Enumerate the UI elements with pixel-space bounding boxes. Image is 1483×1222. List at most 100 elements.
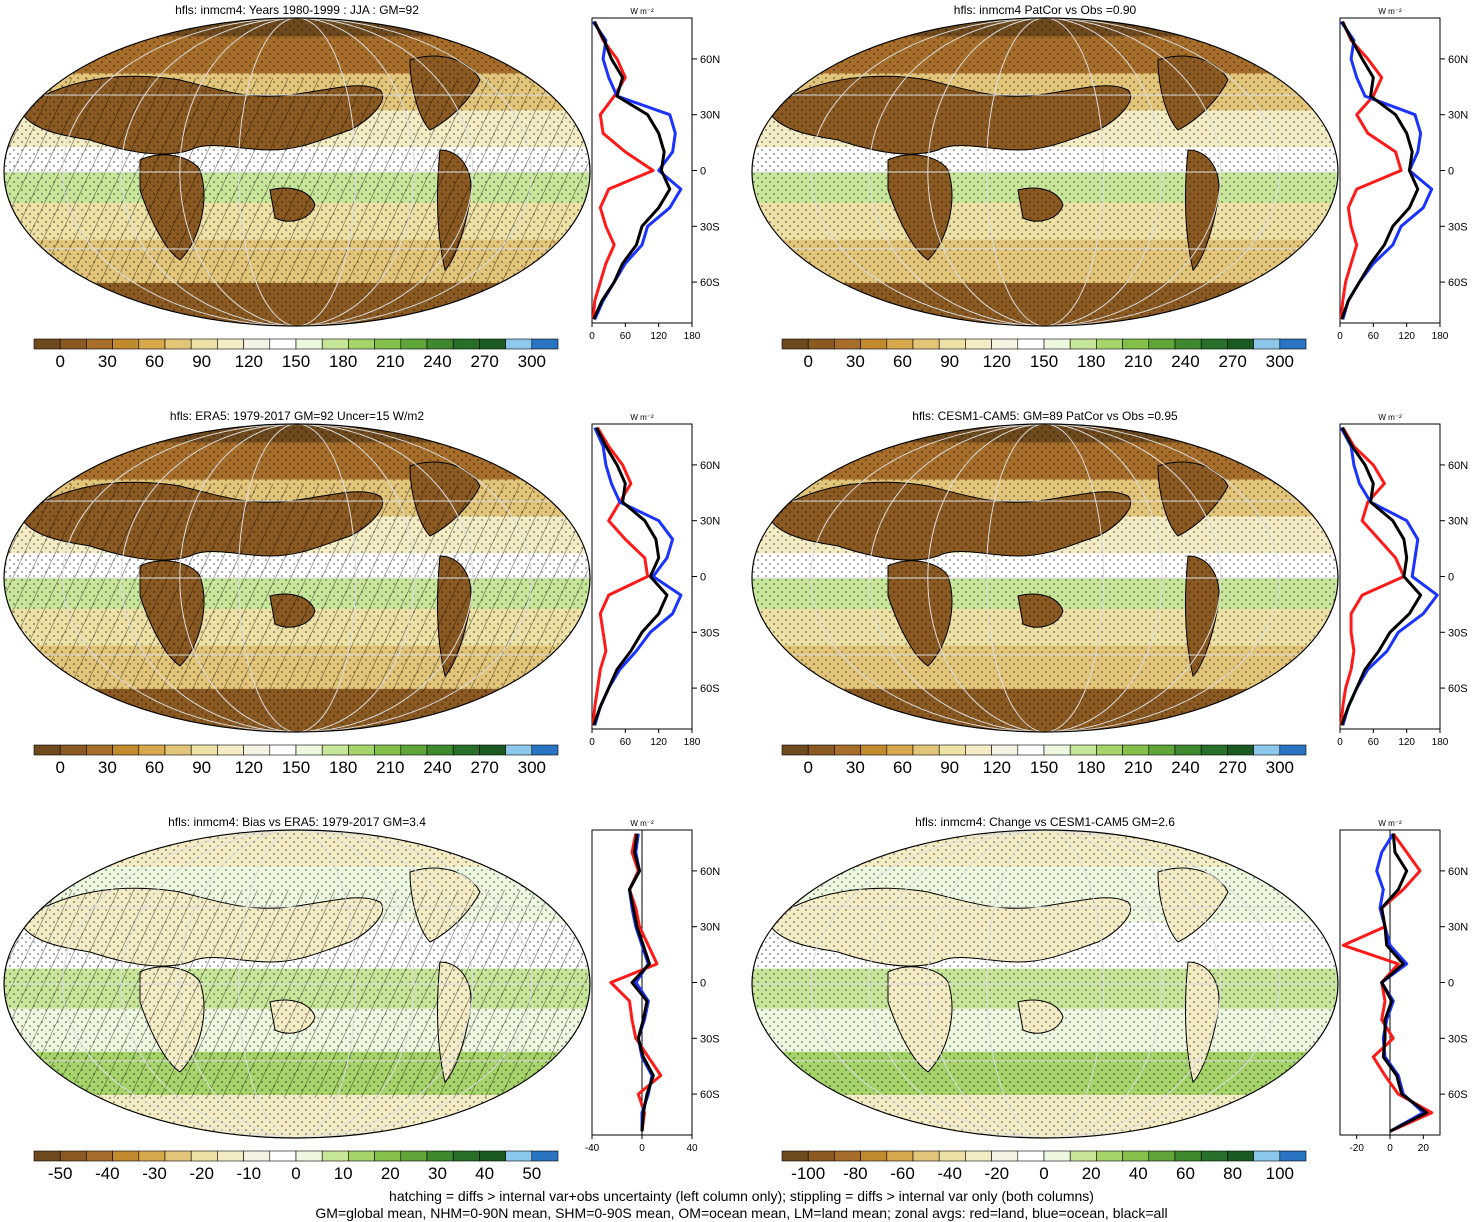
colorbar-box [1200,744,1228,756]
zonal-lat-tick-label: 60N [1448,460,1468,472]
zonal-lat-tick-label: 30N [700,516,720,528]
colorbar-box [965,1150,992,1162]
colorbar-box [912,1150,940,1162]
zonal-line-all [592,20,672,320]
panel-title: hfls: ERA5: 1979-2017 GM=92 Uncer=15 W/m… [169,409,425,423]
zonal-lat-tick-label: 30N [700,922,720,934]
zonal-lat-tick-label: 60N [1448,866,1468,878]
zonal-x-tick-label: 120 [1398,331,1415,342]
colorbar-box [1122,1150,1150,1162]
zonal-lat-tick-label: 60S [1448,1089,1468,1101]
colorbar-box [781,338,809,350]
colorbar-tick-label: 240 [423,758,451,777]
colorbar-box [374,744,402,756]
zonal-x-tick-label: 0 [589,331,595,342]
colorbar-box [217,1150,244,1162]
panel-title: hfls: CESM1-CAM5: GM=89 PatCor vs Obs =0… [912,409,1178,423]
colorbar-box [912,338,940,350]
colorbar: -50 -40 -30 -20 -10 0 10 20 30 40 50 [33,1150,559,1183]
colorbar-box [348,1150,375,1162]
colorbar-box [1017,1150,1045,1162]
colorbar-tick-label: 60 [145,758,164,777]
colorbar-box [374,338,402,350]
zonal-lat-tick-label: 30N [700,110,720,122]
colorbar-tick-label: -20 [985,1164,1010,1183]
colorbar-box [243,1150,271,1162]
colorbar-box [86,744,113,756]
colorbar-tick-label: 300 [518,758,546,777]
zonal-line-land [591,21,655,320]
zonal-lat-tick-label: 30S [700,221,720,233]
colorbar-box [1253,744,1281,756]
map-field [752,424,1338,732]
colorbar-box [1200,338,1228,350]
colorbar-tick-label: 150 [282,352,310,371]
colorbar-box [1253,1150,1281,1162]
colorbar-tick-label: 180 [1077,758,1105,777]
zonal-mean-plot: W m⁻² 60N 30N 0 30S 60S 0 60 120 180 [1337,413,1468,748]
colorbar-box [886,744,914,756]
colorbar-box [243,338,271,350]
colorbar-box [426,338,454,350]
colorbar-box [112,744,140,756]
colorbar-box [1017,338,1045,350]
zonal-lat-tick-label: 30S [1448,1033,1468,1045]
zonal-lat-tick-label: 30S [700,1033,720,1045]
colorbar-box [138,338,166,350]
zonal-line-ocean [593,427,683,726]
panel-graphics: -50 -40 -30 -20 -10 0 10 20 30 40 50 W m⁻² 60N 30N 0 30… [3,819,720,1183]
colorbar-tick-label: 60 [893,352,912,371]
colorbar-box [991,1150,1019,1162]
colorbar-box [190,744,218,756]
zonal-mean-plot: W m⁻² 60N 30N 0 30S 60S 0 60 120 180 [1337,7,1468,342]
colorbar-box [295,338,323,350]
colorbar-box [807,338,835,350]
colorbar-tick-label: 180 [1077,352,1105,371]
colorbar-tick-label: 20 [1082,1164,1101,1183]
colorbar-tick-label: 240 [1171,352,1199,371]
colorbar-tick-label: 90 [192,758,211,777]
zonal-lat-tick-label: 60N [1448,54,1468,66]
colorbar-tick-label: 300 [518,352,546,371]
colorbar-box [1148,338,1176,350]
zonal-x-tick-label: 120 [650,331,667,342]
colorbar-box [860,338,888,350]
colorbar-tick-label: 30 [846,758,865,777]
zonal-line-all [1380,833,1429,1133]
colorbar-tick-label: 270 [1218,758,1246,777]
zonal-lat-tick-label: 30S [1448,221,1468,233]
colorbar-box [321,744,349,756]
zonal-lat-tick-label: 0 [1448,166,1454,178]
zonal-lat-tick-label: 60S [1448,277,1468,289]
colorbar-tick-label: 180 [329,758,357,777]
footer-line-1: hatching = diffs > internal var+obs unce… [389,1188,1094,1204]
zonal-x-tick-label: 60 [620,737,632,748]
colorbar-box [1253,338,1281,350]
colorbar-box [400,744,428,756]
zonal-lat-tick-label: 30N [1448,110,1468,122]
colorbar-box [781,744,809,756]
colorbar-tick-label: 90 [192,352,211,371]
colorbar-box [164,744,192,756]
colorbar-box [112,338,140,350]
zonal-line-all [1340,426,1423,726]
zonal-x-tick-label: 60 [1368,331,1380,342]
colorbar-box [1069,338,1097,350]
zonal-x-tick-label: 0 [589,737,595,748]
colorbar-box [479,338,506,350]
map-field [752,830,1338,1138]
colorbar-tick-label: -40 [937,1164,962,1183]
colorbar-tick-label: -80 [843,1164,868,1183]
zonal-mean-plot: W m⁻² 60N 30N 0 30S 60S 0 60 120 180 [589,413,720,748]
colorbar-tick-label: 150 [1030,352,1058,371]
colorbar-tick-label: 120 [235,758,263,777]
panel-title: hfls: inmcm4: Change vs CESM1-CAM5 GM=2.… [915,815,1175,829]
panel-graphics: -100 -80 -60 -40 -20 0 20 40 60 80 100 W m⁻² 60N 30N 0… [751,819,1468,1183]
colorbar-box [1200,1150,1228,1162]
colorbar-tick-label: -30 [142,1164,167,1183]
colorbar-tick-label: 300 [1266,758,1294,777]
colorbar-box [400,1150,428,1162]
panel-title: hfls: inmcm4: Bias vs ERA5: 1979-2017 GM… [168,815,426,829]
colorbar: 0 30 60 90 120 150 180 210 240 270 300 [33,338,559,371]
zonal-line-all [1340,20,1420,320]
